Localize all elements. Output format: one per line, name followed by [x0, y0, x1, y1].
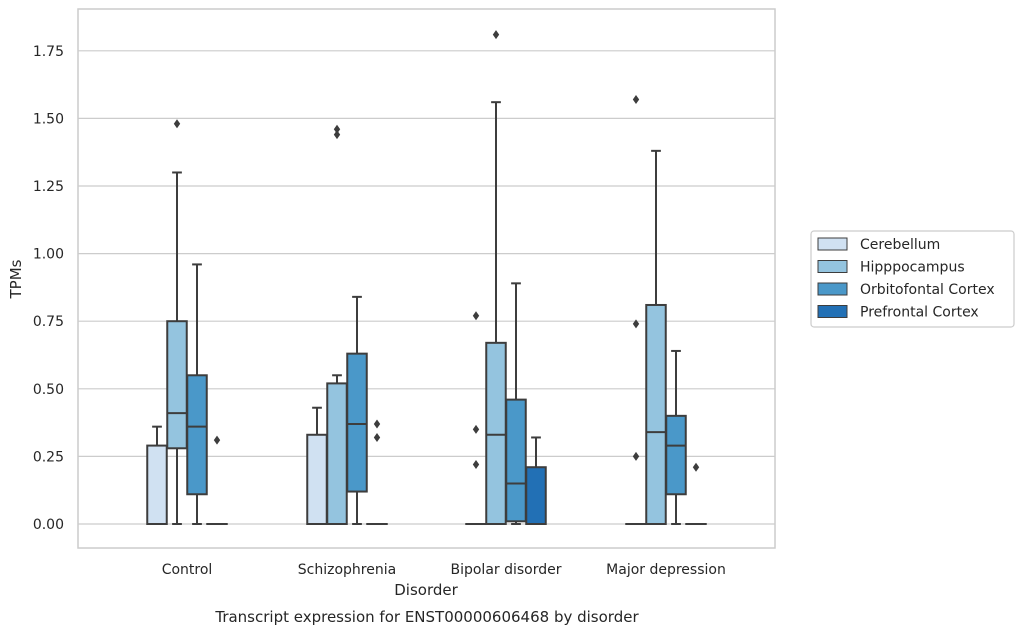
box-3-1	[366, 419, 388, 526]
legend-label: Prefrontal Cortex	[860, 305, 979, 321]
box-2-0	[186, 263, 208, 525]
legend-label: Orbitofontal Cortex	[860, 282, 995, 298]
box-3-3	[685, 462, 707, 526]
box-body	[306, 433, 328, 526]
box-body	[346, 352, 368, 493]
box-2-2	[505, 282, 527, 525]
x-tick-label: Bipolar disorder	[450, 562, 561, 578]
box-1-2	[485, 30, 507, 525]
x-tick-label: Major depression	[606, 562, 726, 578]
box-body	[146, 444, 168, 526]
legend-swatch	[817, 305, 848, 318]
y-tick-label: 0.50	[33, 382, 64, 398]
box-body	[665, 414, 687, 496]
outlier-point	[213, 435, 221, 445]
box-body	[186, 374, 208, 496]
outlier-point	[632, 319, 640, 329]
outlier-point	[692, 462, 700, 472]
legend-frame	[810, 230, 1015, 328]
box-0-2	[465, 311, 487, 526]
legend-label: Cerebellum	[860, 237, 940, 253]
outlier-point	[333, 130, 341, 140]
outlier-point	[472, 424, 480, 434]
legend: Cerebellum Hipppocampus Orbitofontal Corte…	[810, 230, 1015, 328]
y-axis-title: TPMs	[7, 259, 25, 299]
y-tick-label: 1.50	[33, 111, 64, 127]
box-1-1	[326, 124, 348, 525]
y-tick-labels: 0.00 0.25 0.50 0.75 1.00 1.25 1.50 1.75	[33, 44, 64, 533]
x-tick-labels: Control Schizophrenia Bipolar disorder Majo…	[162, 562, 726, 578]
y-tick-label: 0.00	[33, 517, 64, 533]
box-1-3	[645, 149, 667, 526]
box-0-3	[625, 94, 647, 526]
box-0-1	[306, 406, 328, 526]
outlier-point	[632, 451, 640, 461]
box-2-1	[346, 295, 368, 525]
box-body	[485, 341, 507, 525]
outlier-point	[472, 311, 480, 321]
legend-item: Orbitofontal Cortex	[817, 282, 995, 298]
box-body	[645, 303, 667, 526]
legend-item: Cerebellum	[817, 237, 940, 253]
outlier-point	[632, 94, 640, 104]
y-tick-label: 1.00	[33, 247, 64, 263]
box-body	[326, 382, 348, 525]
box-1-0	[166, 119, 188, 525]
outlier-point	[373, 419, 381, 429]
x-tick-label: Control	[162, 562, 213, 578]
box-body	[505, 398, 527, 523]
legend-swatch	[817, 260, 848, 273]
box-body	[525, 466, 547, 526]
box-body	[166, 320, 188, 450]
legend-swatch	[817, 282, 848, 296]
legend-label: Hipppocampus	[860, 260, 965, 276]
box-3-2	[525, 436, 547, 526]
outlier-point	[373, 432, 381, 442]
x-axis-title: Disorder	[394, 581, 458, 599]
y-tick-label: 0.75	[33, 314, 64, 330]
y-tick-label: 0.25	[33, 449, 64, 465]
outlier-point	[492, 30, 500, 40]
box-2-3	[665, 349, 687, 525]
chart-caption: Transcript expression for ENST0000060646…	[214, 608, 639, 626]
outlier-point	[472, 460, 480, 470]
plot-frame	[77, 8, 776, 549]
legend-item: Prefrontal Cortex	[817, 305, 979, 321]
box-plots	[146, 30, 707, 526]
legend-swatch	[817, 237, 848, 251]
box-0-0	[146, 425, 168, 526]
x-tick-label: Schizophrenia	[298, 562, 396, 578]
y-tick-label: 1.75	[33, 44, 64, 60]
y-tick-label: 1.25	[33, 179, 64, 195]
outlier-point	[333, 124, 341, 134]
outlier-point	[173, 119, 181, 129]
legend-item: Hipppocampus	[817, 260, 965, 276]
box-3-0	[206, 435, 228, 526]
